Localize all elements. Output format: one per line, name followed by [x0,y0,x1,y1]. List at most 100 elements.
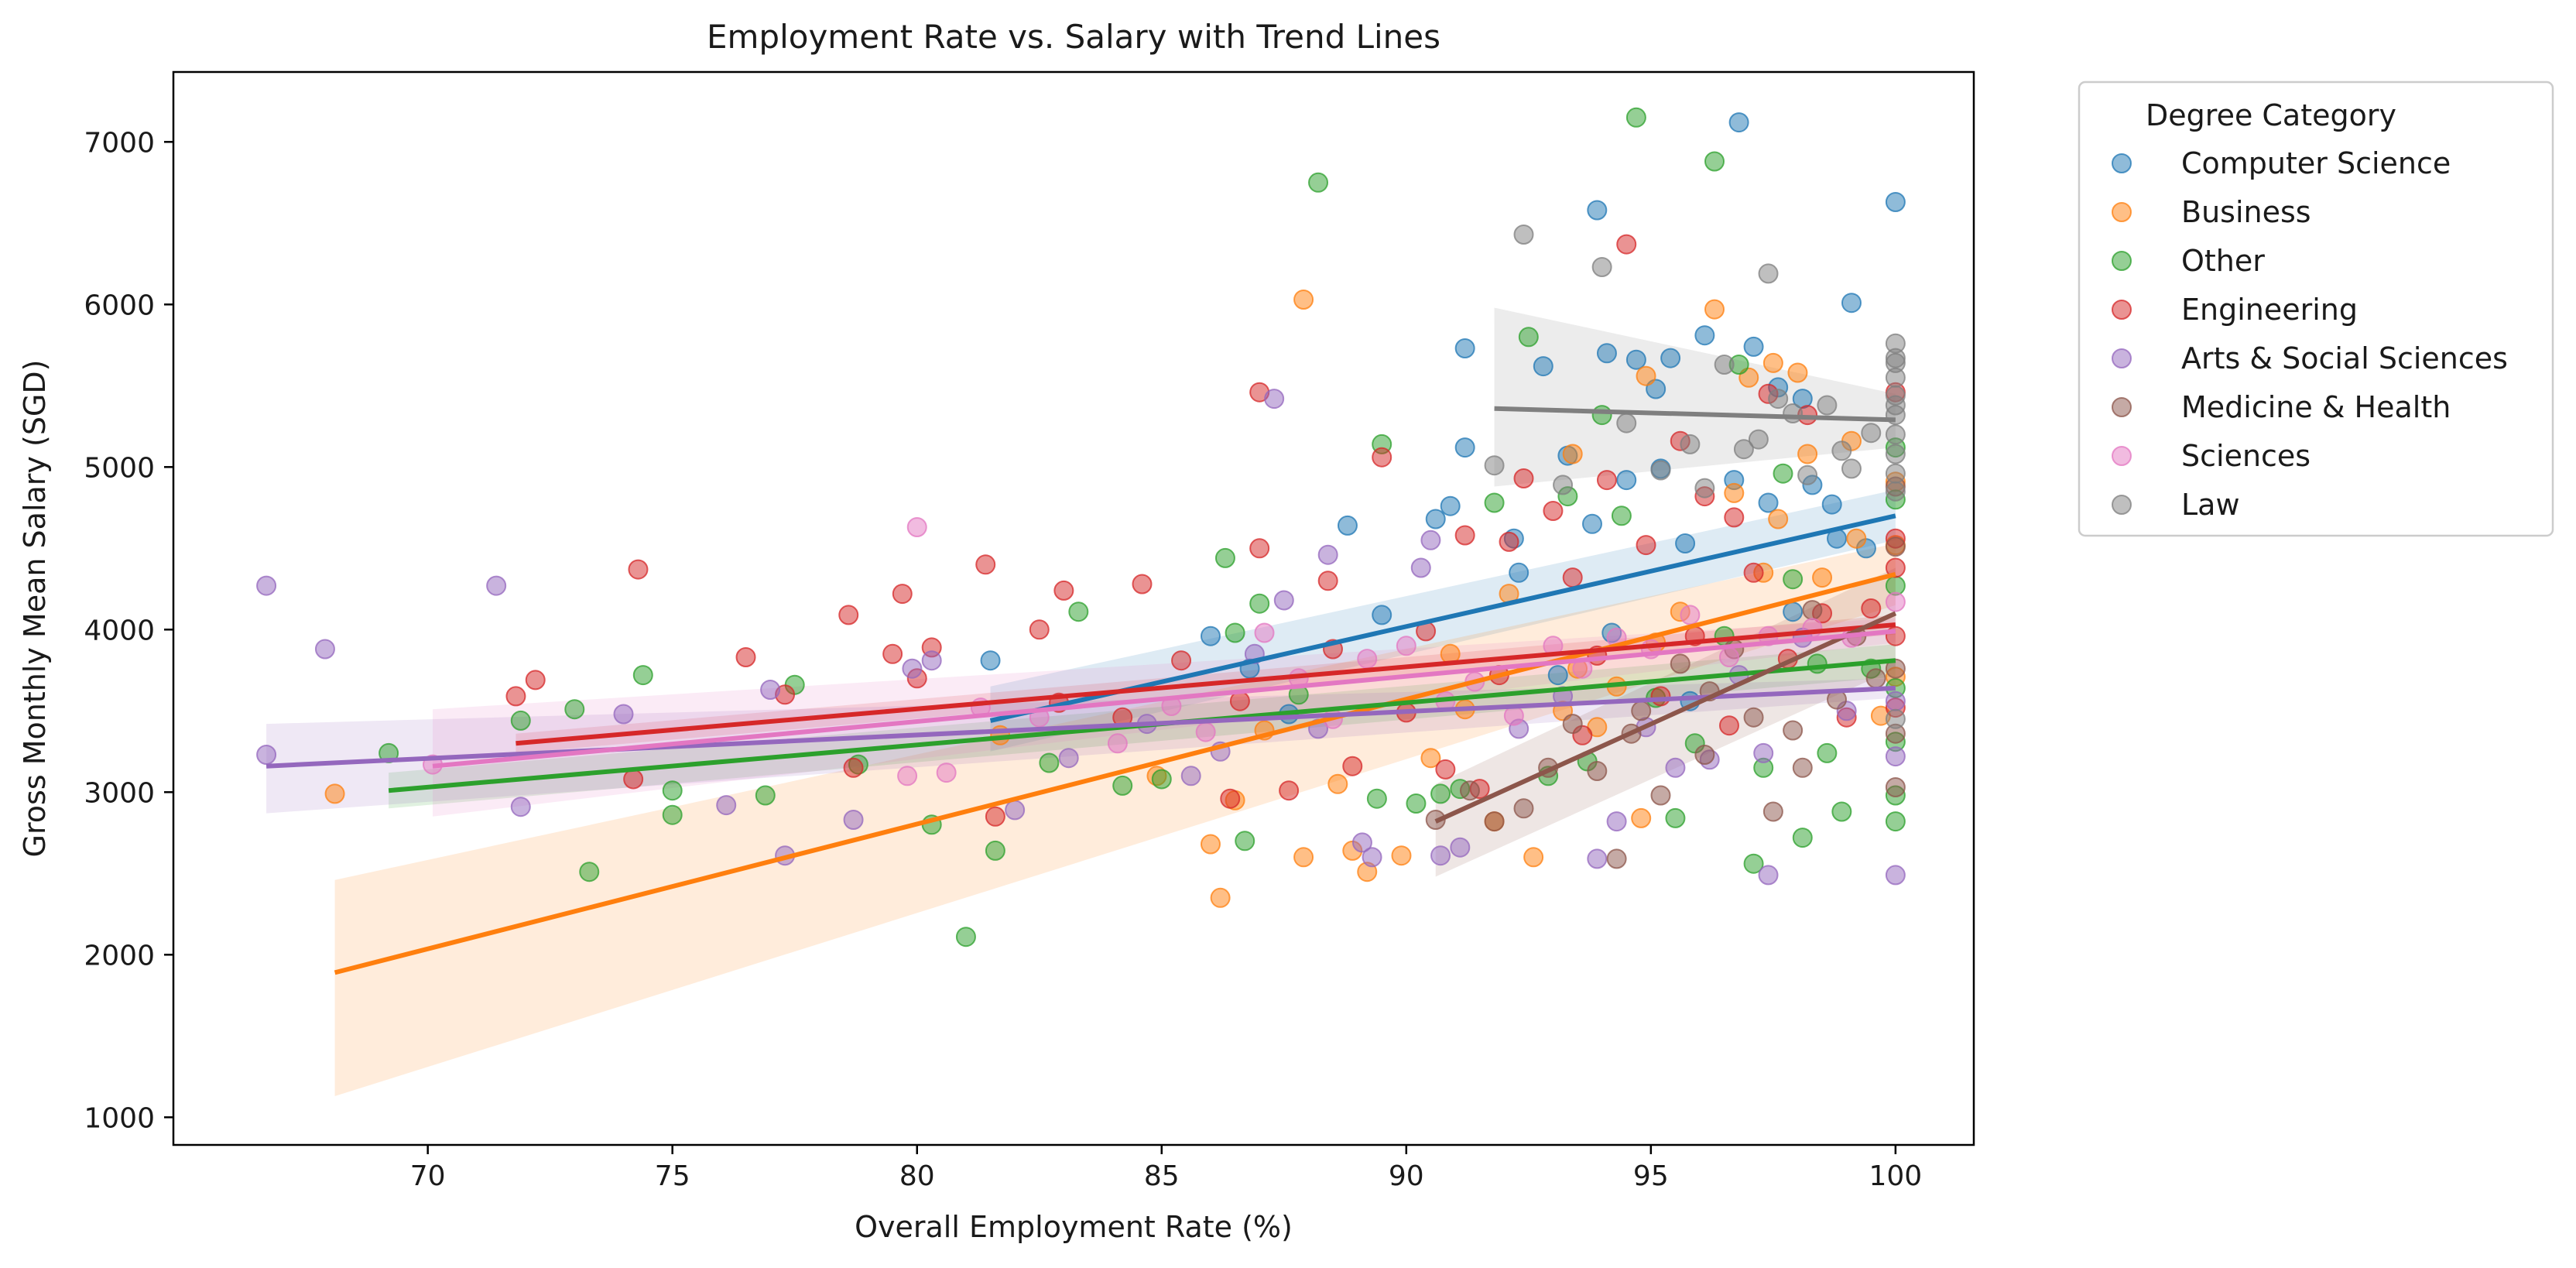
point-computer-science [1337,515,1358,536]
point-law [1885,395,1906,416]
point-other [1406,793,1427,814]
point-business [324,783,345,804]
point-medicine-and-health [1484,811,1505,832]
legend-item-engineering: Engineering [2112,293,2358,327]
legend-label: Other [2181,244,2265,278]
point-other [564,699,585,720]
x-axis: 70 75 80 85 90 95 100 [410,1145,1922,1192]
point-business [1293,847,1314,868]
point-other [1366,788,1387,809]
point-computer-science [1533,356,1553,377]
point-arts-and-social-sciences [1885,746,1906,767]
point-arts-and-social-sciences [256,745,277,765]
point-engineering [1132,574,1153,595]
y-tick-label: 4000 [84,615,155,646]
point-other [1308,172,1329,193]
point-medicine-and-health [1562,714,1583,735]
point-other [1831,801,1852,822]
point-business [1812,567,1833,588]
point-engineering [1499,531,1519,552]
point-engineering [985,806,1005,827]
ci-band-law [1494,307,1896,487]
point-arts-and-social-sciences [1264,389,1285,410]
point-engineering [843,757,864,778]
legend-marker [2112,251,2132,271]
point-sciences [1503,705,1524,726]
point-law [1650,460,1671,481]
point-computer-science [980,650,1001,671]
point-business [1762,352,1783,373]
legend-label: Computer Science [2181,146,2451,180]
point-engineering [505,686,526,707]
point-arts-and-social-sciences [1450,837,1471,858]
y-tick-label: 6000 [84,290,155,321]
point-other [1783,569,1804,590]
point-law [1513,224,1534,245]
point-law [1885,367,1906,388]
point-law [1553,475,1574,495]
point-law [1831,440,1852,461]
point-law [1694,478,1715,499]
point-law [1758,263,1779,284]
point-other [1249,593,1270,614]
x-tick-label: 85 [1144,1160,1180,1192]
point-law [1680,434,1701,454]
point-medicine-and-health [1743,707,1764,728]
point-other [1518,327,1539,348]
legend-item-law: Law [2112,488,2240,522]
point-engineering [1616,234,1637,255]
point-sciences [936,763,957,783]
point-computer-science [1596,343,1617,364]
point-computer-science [1509,562,1530,583]
legend-marker [2112,300,2132,320]
point-engineering [1861,598,1882,619]
point-arts-and-social-sciences [1885,691,1906,711]
point-law [1768,389,1789,410]
point-engineering [1596,470,1617,491]
legend-marker [2112,495,2132,515]
legend-item-other: Other [2112,244,2265,278]
point-computer-science [1440,495,1461,516]
point-medicine-and-health [1762,801,1783,822]
point-engineering [1435,759,1456,780]
point-law [1861,423,1882,444]
point-other [1591,405,1612,426]
point-engineering [1279,780,1300,801]
point-computer-science [1372,605,1392,625]
x-tick-label: 70 [410,1160,446,1192]
point-law [1885,444,1906,464]
point-engineering [882,643,903,664]
point-computer-science [1581,513,1602,534]
trend-line-business [334,571,1896,975]
point-arts-and-social-sciences [1758,865,1779,886]
point-arts-and-social-sciences [1273,590,1294,611]
point-law [1885,463,1906,484]
point-other [1773,463,1793,484]
point-engineering [735,647,756,667]
point-business [1846,528,1867,549]
point-medicine-and-health [1885,777,1906,797]
x-tick-label: 100 [1869,1160,1923,1192]
point-other [1743,853,1764,874]
point-medicine-and-health [1783,720,1804,741]
point-sciences [1885,591,1906,612]
point-engineering [1650,686,1671,707]
trend-line-medicine-and-health [1434,611,1897,824]
point-business [1768,509,1789,529]
point-engineering [1342,756,1363,776]
point-other [1430,783,1451,804]
point-medicine-and-health [1670,653,1690,674]
legend-marker [2112,202,2132,222]
point-other [985,840,1005,861]
y-tick-label: 5000 [84,452,155,484]
point-other [1235,831,1255,852]
point-other [1225,622,1245,643]
point-computer-science [1625,349,1646,370]
point-engineering [1317,571,1338,591]
point-arts-and-social-sciences [843,810,864,830]
point-engineering [1562,567,1583,588]
point-other [1068,601,1089,622]
point-computer-science [1728,112,1749,133]
point-law [1783,403,1804,423]
